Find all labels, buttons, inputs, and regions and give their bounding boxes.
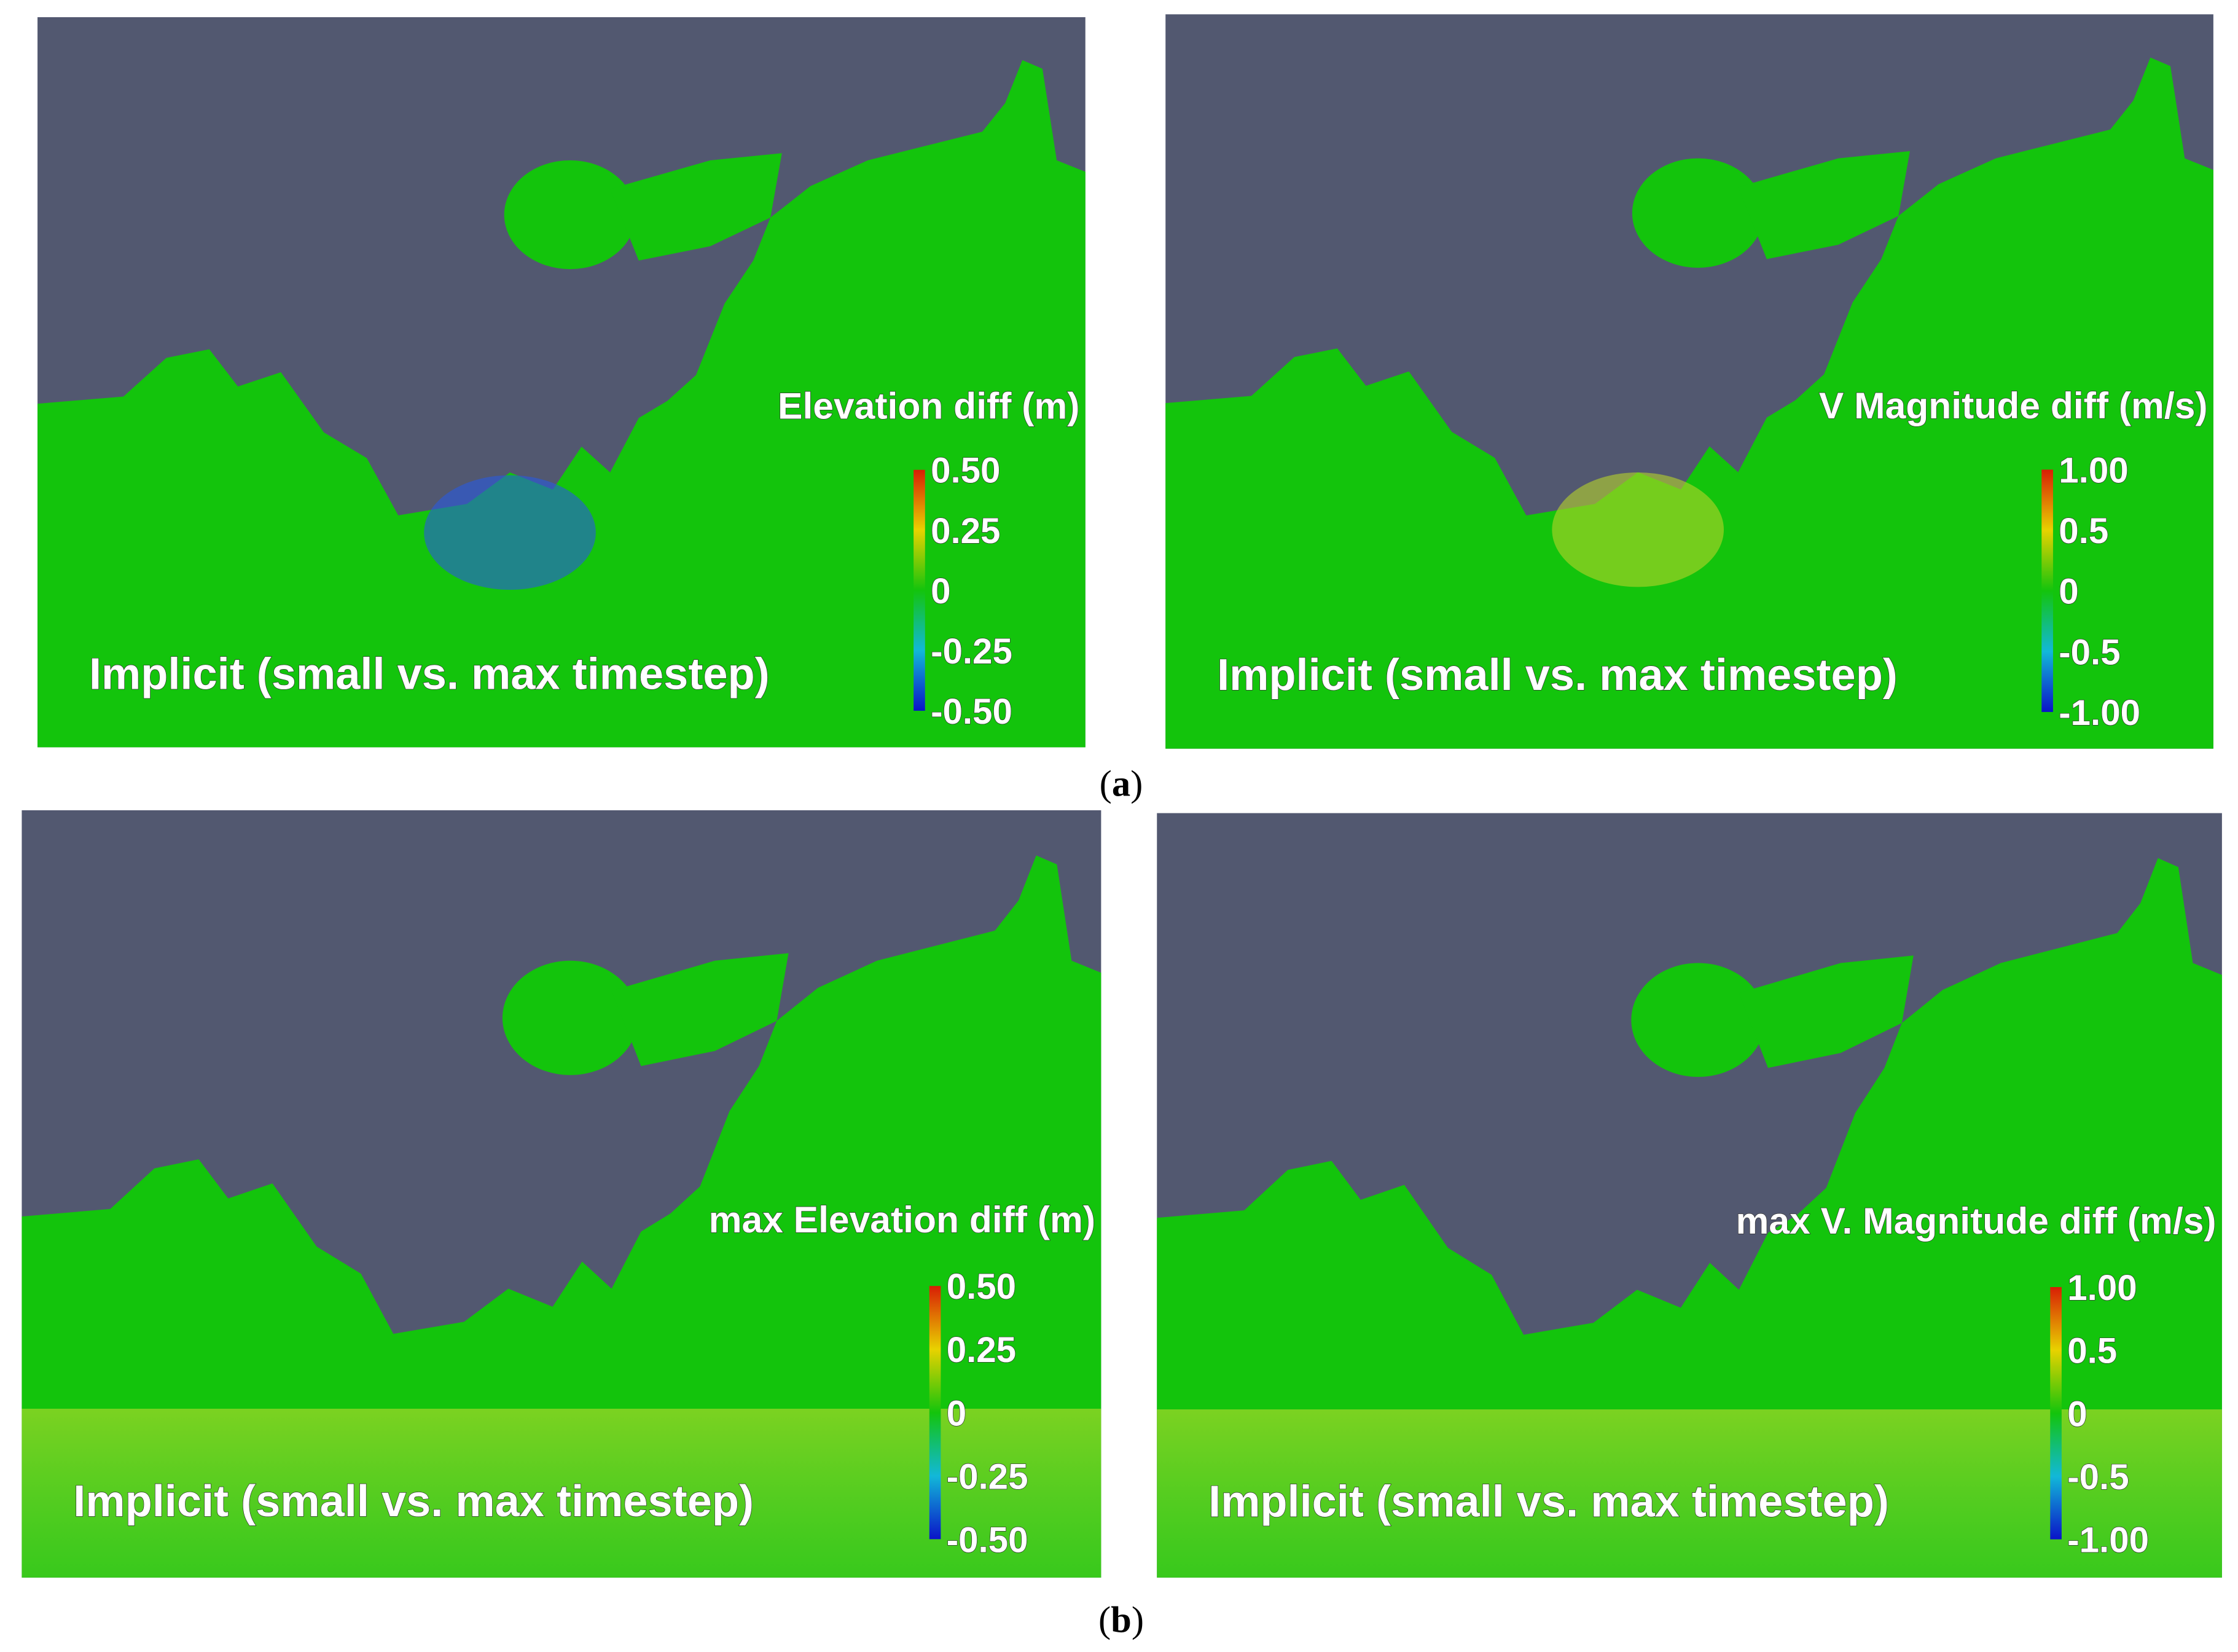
subfigure-label: (a) (1100, 764, 1143, 805)
colorbar-tick-label: 0.5 (2067, 1331, 2117, 1371)
colorbar-tick-label: -0.5 (2059, 632, 2120, 672)
colorbar (2041, 469, 2053, 712)
colorbar-tick-label: -0.50 (947, 1520, 1028, 1560)
noise-band (22, 1409, 1101, 1578)
colorbar-tick-label: 0.25 (931, 511, 1000, 551)
map-panel: Elevation diff (m) 0.50 0.25 0 -0.25 -0.50 Imp… (37, 17, 1086, 748)
map-panel: max V. Magnitude diff (m/s) 1.00 0.5 0 -0.5 -… (1157, 813, 2222, 1578)
subfigure-letter: b (1111, 1599, 1132, 1640)
colorbar-title: max Elevation diff (m) (709, 1199, 1095, 1240)
colorbar-tick-label: 1.00 (2059, 450, 2128, 490)
subfigure-label: (b) (1098, 1599, 1144, 1640)
colorbar-tick-label: -0.25 (931, 632, 1012, 671)
subfigure-letter: a (1112, 764, 1130, 805)
colorbar (929, 1286, 941, 1540)
colorbar-tick-label: -0.25 (947, 1457, 1028, 1497)
colorbar-title: Elevation diff (m) (778, 385, 1079, 427)
colorbar-tick-label: -0.5 (2067, 1457, 2129, 1497)
colorbar-tick-label: 0.25 (947, 1330, 1016, 1370)
diff-region (424, 475, 596, 590)
colorbar-tick-label: -1.00 (2067, 1521, 2149, 1560)
colorbar-tick-label: 0.50 (947, 1267, 1016, 1307)
colorbar-tick-label: 0.50 (931, 451, 1000, 491)
map-panel: V Magnitude diff (m/s) 1.00 0.5 0 -0.5 -1.00 I… (1165, 14, 2213, 749)
diff-region (1552, 472, 1724, 587)
map-panel: max Elevation diff (m) 0.50 0.25 0 -0.25 -0.5… (22, 810, 1101, 1578)
noise-band (1157, 1409, 2222, 1578)
colorbar-title: max V. Magnitude diff (m/s) (1736, 1200, 2216, 1242)
colorbar-tick-label: 1.00 (2067, 1268, 2137, 1308)
colorbar-tick-label: 0 (2067, 1394, 2087, 1434)
colorbar-tick-label: 0 (947, 1393, 966, 1433)
colorbar-tick-label: 0.5 (2059, 511, 2108, 551)
colorbar-title: V Magnitude diff (m/s) (1819, 385, 2208, 426)
colorbar (914, 469, 925, 711)
colorbar-tick-label: -0.50 (931, 692, 1012, 732)
annotation: Implicit (small vs. max timestep) (1217, 651, 1898, 700)
annotation: Implicit (small vs. max timestep) (89, 649, 770, 699)
colorbar-tick-label: -1.00 (2059, 693, 2140, 733)
colorbar-tick-label: 0 (2059, 572, 2078, 612)
annotation: Implicit (small vs. max timestep) (1208, 1477, 1889, 1526)
annotation: Implicit (small vs. max timestep) (73, 1477, 754, 1526)
colorbar-tick-label: 0 (931, 571, 950, 611)
colorbar (2050, 1286, 2062, 1540)
